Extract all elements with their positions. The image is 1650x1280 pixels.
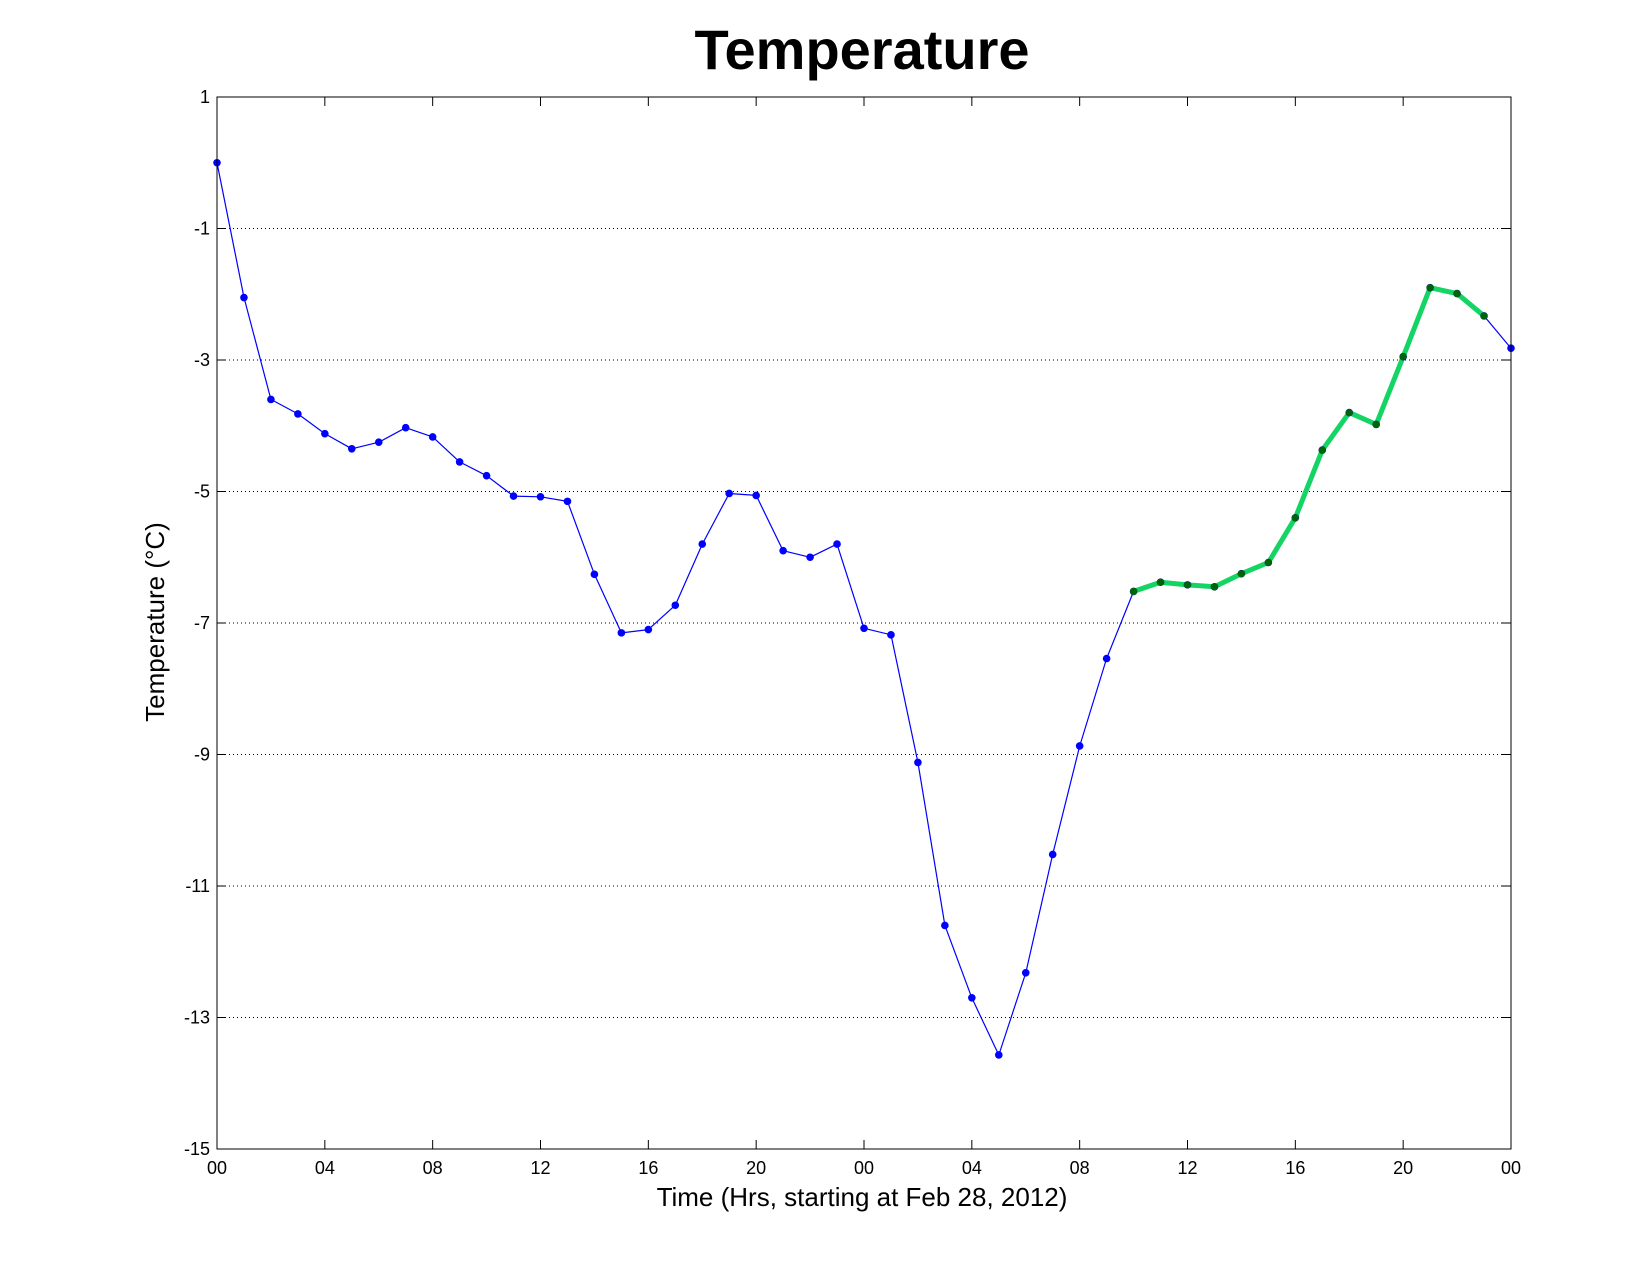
temperature-point (671, 601, 680, 610)
highlight-point (1237, 570, 1246, 578)
x-tick-label: 04 (962, 1158, 982, 1178)
temperature-point (294, 410, 302, 418)
highlight-point (1210, 583, 1219, 591)
temperature-point (1048, 850, 1057, 859)
temperature-point (509, 492, 518, 500)
temperature-point (779, 546, 787, 555)
x-tick-label: 00 (1501, 1158, 1521, 1178)
y-tick-label: -1 (194, 219, 210, 239)
x-tick-label: 08 (423, 1158, 443, 1178)
highlight-point (1426, 284, 1434, 292)
temperature-point (374, 438, 383, 446)
x-tick-label: 16 (638, 1158, 658, 1178)
highlight-point (1399, 353, 1407, 361)
y-tick-label: -5 (194, 482, 210, 502)
temperature-point (994, 1051, 1003, 1059)
x-tick-label: 08 (1070, 1158, 1090, 1178)
temperature-point (240, 293, 248, 302)
temperature-point (267, 395, 275, 404)
temperature-point (536, 492, 545, 501)
x-tick-label: 16 (1285, 1158, 1305, 1178)
highlight-point (1318, 446, 1326, 454)
x-tick-label: 12 (530, 1158, 550, 1178)
highlight-point (1129, 587, 1138, 596)
temperature-point (1021, 968, 1030, 977)
temperature-point (563, 497, 572, 506)
temperature-point (321, 429, 329, 438)
temperature-point (887, 631, 895, 639)
x-tick-label: 20 (1393, 1158, 1413, 1178)
x-tick-label: 20 (746, 1158, 766, 1178)
x-tick-label: 00 (207, 1158, 227, 1178)
y-tick-label: -9 (194, 745, 210, 765)
y-tick-label: -3 (194, 350, 210, 370)
x-tick-label: 04 (315, 1158, 335, 1178)
highlight-series-line (1131, 285, 1487, 594)
highlight-point (1345, 409, 1353, 417)
series-layer (213, 158, 1515, 1059)
highlight-point (1291, 514, 1299, 522)
y-tick-label: 1 (200, 87, 210, 107)
x-axis-title: Time (Hrs, starting at Feb 28, 2012) (657, 1182, 1068, 1212)
temperature-point (833, 540, 841, 548)
temperature-point (698, 540, 707, 548)
temperature-point (725, 489, 734, 498)
temperature-point (752, 491, 760, 500)
temperature-point (644, 625, 653, 634)
temperature-point (914, 758, 922, 767)
temperature-point (455, 458, 464, 466)
temperature-point (1102, 654, 1111, 663)
y-tick-label: -11 (185, 876, 210, 896)
x-tick-label: 12 (1177, 1158, 1197, 1178)
temperature-point (482, 471, 491, 480)
temperature-point (347, 444, 356, 453)
y-tick-label: -15 (184, 1139, 210, 1159)
highlight-point (1453, 289, 1461, 298)
highlight-point (1372, 420, 1380, 429)
y-tick-label: -7 (194, 613, 210, 633)
temperature-point (860, 624, 868, 633)
temperature-point (590, 570, 599, 579)
y-tick-label: -13 (184, 1008, 210, 1028)
temperature-point (401, 423, 410, 432)
highlight-point (1264, 558, 1272, 567)
highlight-point (1480, 312, 1488, 320)
temperature-point (617, 629, 626, 637)
y-axis-title: Temperature (°C) (140, 522, 170, 722)
chart-title: Temperature (694, 18, 1029, 81)
temperature-point (806, 553, 814, 562)
temperature-point (1075, 742, 1084, 750)
temperature-point (968, 993, 976, 1002)
temperature-point (941, 921, 949, 930)
highlight-point (1183, 581, 1192, 589)
x-tick-label: 00 (854, 1158, 874, 1178)
highlight-point (1156, 578, 1165, 586)
temperature-point (428, 433, 437, 441)
